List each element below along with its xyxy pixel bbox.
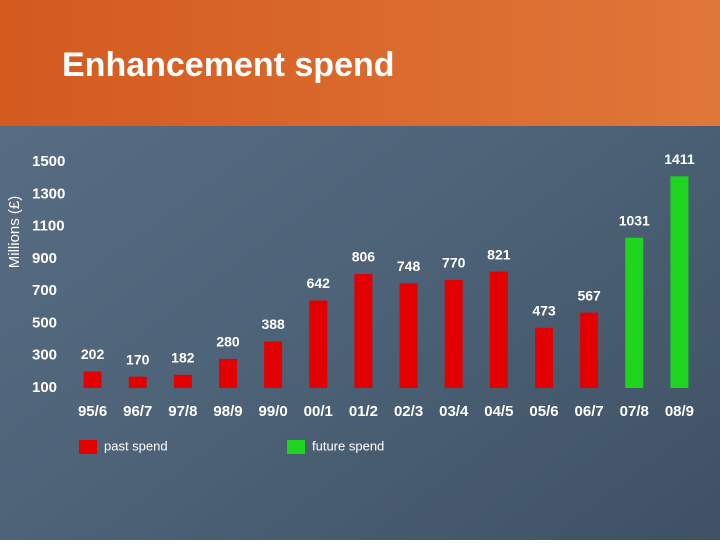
bar	[670, 176, 689, 388]
y-tick-label: 500	[32, 314, 57, 331]
bar	[625, 237, 644, 388]
bar	[489, 271, 508, 388]
x-tick-label: 06/7	[575, 403, 604, 420]
bar	[399, 283, 418, 388]
bar	[309, 300, 328, 388]
legend-swatch	[79, 440, 97, 454]
x-tick-label: 05/6	[529, 403, 558, 420]
bar	[83, 371, 102, 388]
value-label: 567	[577, 287, 601, 303]
bar	[219, 358, 237, 388]
y-axis-label: Millions (£)	[6, 196, 23, 269]
x-tick-label: 97/8	[168, 403, 197, 420]
y-tick-label: 1300	[32, 185, 65, 202]
x-tick-label: 01/2	[349, 403, 378, 420]
value-label: 1031	[619, 212, 650, 228]
value-label: 170	[126, 351, 150, 367]
bar	[535, 327, 553, 388]
legend-label: past spend	[104, 438, 168, 453]
x-tick-label: 04/5	[484, 403, 513, 420]
value-label: 1411	[664, 151, 695, 167]
y-tick-label: 700	[32, 282, 57, 299]
value-label: 473	[532, 302, 556, 318]
value-label: 806	[352, 249, 376, 265]
bar	[128, 376, 147, 388]
chart-title: Enhancement spend	[62, 46, 395, 84]
y-tick-label: 100	[32, 379, 57, 396]
legend-label: future spend	[312, 438, 384, 453]
y-tick-label: 300	[32, 347, 57, 364]
bar	[354, 274, 373, 388]
y-tick-label: 1100	[32, 218, 65, 235]
x-tick-label: 98/9	[213, 403, 242, 420]
value-label: 202	[81, 346, 105, 362]
x-tick-label: 95/6	[78, 403, 107, 420]
y-tick-label: 900	[32, 250, 57, 267]
x-tick-label: 08/9	[665, 403, 694, 420]
value-label: 182	[171, 349, 195, 365]
bar	[173, 374, 192, 388]
bar	[444, 279, 463, 388]
value-label: 642	[307, 275, 331, 291]
x-tick-label: 00/1	[304, 403, 333, 420]
x-tick-label: 99/0	[259, 403, 288, 420]
header-band	[0, 0, 720, 126]
x-tick-label: 02/3	[394, 403, 423, 420]
y-tick-label: 1500	[32, 153, 65, 170]
x-tick-label: 03/4	[439, 403, 469, 420]
value-label: 770	[442, 255, 466, 271]
bar	[264, 341, 283, 388]
value-label: 388	[261, 316, 285, 332]
legend-swatch	[287, 440, 305, 454]
x-tick-label: 96/7	[123, 403, 152, 420]
value-label: 748	[397, 258, 421, 274]
x-tick-label: 07/8	[620, 403, 649, 420]
bar	[580, 312, 599, 388]
value-label: 821	[487, 246, 511, 262]
value-label: 280	[216, 334, 240, 350]
